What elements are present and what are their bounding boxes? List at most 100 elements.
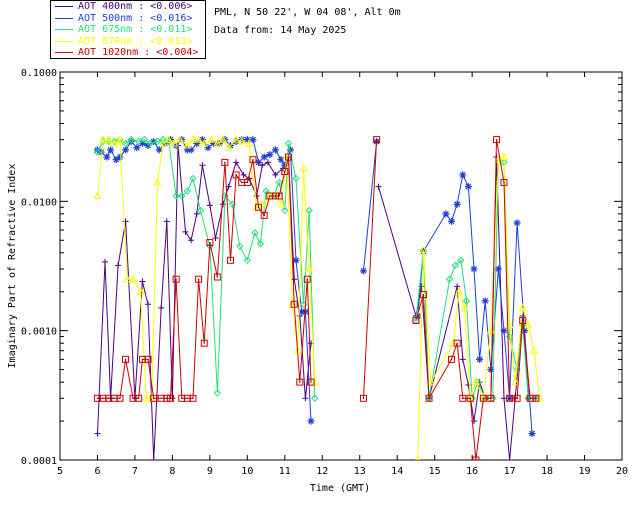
data-point: [243, 136, 251, 144]
data-point: [258, 199, 267, 208]
data-point: [305, 206, 313, 215]
x-tick-label: 12: [316, 466, 328, 477]
data-point-center: [415, 319, 417, 322]
data-point: [123, 274, 132, 283]
data-point: [453, 200, 461, 208]
data-point: [299, 163, 308, 172]
data-point: [178, 192, 186, 200]
data-point-center: [310, 381, 312, 383]
data-point-center: [535, 397, 537, 399]
data-point: [232, 171, 240, 179]
data-point: [187, 146, 195, 154]
data-point: [236, 242, 244, 250]
series-3: [93, 135, 544, 460]
data-point: [127, 135, 135, 144]
data-point: [213, 389, 222, 397]
data-point: [122, 146, 130, 154]
legend-item-675nm: AOT 675nm : <0.011>: [51, 24, 192, 36]
data-point: [359, 394, 367, 402]
legend: AOT 400nm : <0.006> AOT 500nm : <0.016> …: [50, 0, 206, 59]
y-tick-label: 0.0001: [21, 456, 57, 467]
data-point: [196, 206, 205, 215]
data-point-center: [108, 397, 110, 399]
data-point: [292, 256, 300, 264]
data-point: [224, 143, 233, 151]
data-point-center: [252, 159, 254, 161]
data-point: [260, 153, 268, 161]
data-point: [251, 229, 259, 237]
data-point: [414, 312, 422, 320]
data-point-center: [175, 278, 177, 280]
data-point: [307, 378, 315, 386]
data-point-center: [299, 381, 301, 383]
x-tick-label: 10: [241, 466, 253, 477]
data-point-center: [375, 139, 378, 141]
data-point: [133, 144, 141, 152]
data-point: [255, 203, 263, 211]
data-point: [204, 144, 212, 152]
data-point: [521, 327, 529, 335]
data-point: [175, 135, 184, 143]
legend-label: AOT 500nm : <0.016>: [78, 13, 193, 24]
data-point: [492, 136, 500, 144]
data-point-center: [287, 156, 290, 158]
data-point: [243, 256, 252, 265]
data-point-center: [475, 459, 477, 460]
data-point-center: [186, 397, 188, 399]
data-point: [307, 417, 315, 425]
data-point: [144, 355, 152, 363]
data-point: [462, 297, 471, 305]
data-point: [183, 146, 191, 154]
data-point: [487, 366, 495, 374]
data-point: [457, 256, 465, 265]
legend-item-1020nm: AOT 1020nm : <0.004>: [51, 47, 198, 59]
data-point: [275, 178, 283, 187]
data-point: [233, 159, 240, 166]
data-point: [454, 283, 461, 290]
tick-label-layer: 5 6 7 8 9 10 11 12 13 14 15 16 17 18 19 20 0.0001 0.0010 0…: [21, 68, 628, 477]
data-point-center: [229, 259, 232, 261]
data-point: [528, 430, 536, 438]
data-point: [487, 394, 495, 402]
data-point: [127, 138, 135, 146]
data-point: [172, 275, 180, 283]
data-point: [240, 171, 247, 178]
data-point: [281, 168, 289, 176]
data-point-center: [192, 397, 194, 399]
data-point: [303, 275, 311, 283]
data-point: [256, 240, 265, 248]
data-point: [183, 187, 192, 195]
data-point: [213, 138, 222, 147]
data-point: [115, 135, 124, 143]
data-point-center: [490, 397, 492, 399]
x-axis-label: Time (GMT): [310, 483, 370, 494]
y-tick-label: 0.0010: [21, 327, 57, 338]
data-point: [425, 394, 433, 402]
data-point: [158, 304, 165, 311]
data-point: [167, 394, 175, 402]
data-point: [221, 158, 229, 166]
location-text: PML, N 50 22', W 04 08', Alt 0m: [214, 7, 401, 18]
data-point: [101, 258, 108, 265]
data-point: [218, 135, 228, 143]
data-point: [163, 218, 170, 225]
data-point: [448, 217, 456, 225]
data-point: [535, 393, 544, 402]
data-point: [112, 156, 120, 164]
data-point: [499, 152, 509, 161]
data-point: [471, 377, 480, 386]
data-point-center: [274, 195, 277, 197]
data-point: [200, 138, 209, 147]
data-point-center: [469, 397, 471, 399]
data-point: [110, 137, 119, 146]
data-point-center: [462, 397, 464, 399]
data-point-center: [160, 397, 162, 399]
data-point-center: [132, 397, 134, 399]
data-point: [189, 394, 197, 402]
data-point: [198, 136, 206, 144]
data-point: [513, 394, 521, 402]
data-point: [476, 355, 484, 363]
data-point-center: [216, 276, 218, 278]
data-point: [359, 267, 367, 275]
data-point-center: [246, 181, 248, 184]
